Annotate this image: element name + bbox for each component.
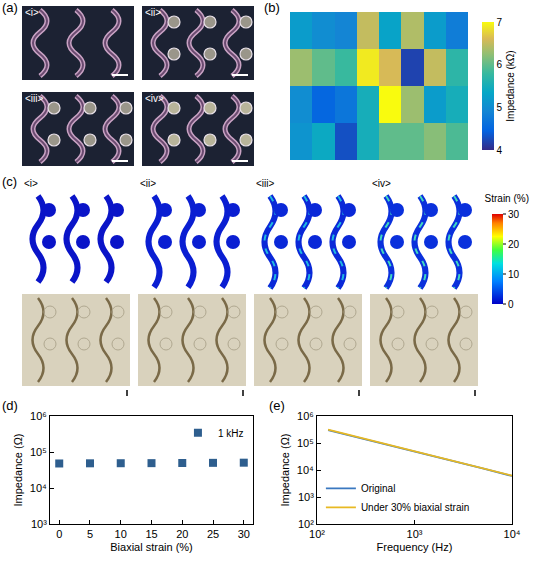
html-text:(b): (b) bbox=[264, 0, 280, 15]
svg-text:10²: 10² bbox=[298, 518, 314, 530]
svg-text:5: 5 bbox=[87, 528, 93, 540]
svg-text:10³: 10³ bbox=[31, 518, 47, 530]
svg-text:10³: 10³ bbox=[298, 491, 314, 503]
svg-text:1 kHz: 1 kHz bbox=[218, 428, 244, 439]
svg-text:30: 30 bbox=[238, 528, 250, 540]
svg-text:Under 30% biaxial strain: Under 30% biaxial strain bbox=[361, 502, 469, 513]
svg-text:Strain (%): Strain (%) bbox=[485, 193, 529, 204]
svg-text:Impedance (kΩ): Impedance (kΩ) bbox=[505, 50, 516, 121]
svg-text:10³: 10³ bbox=[407, 528, 423, 540]
html-text:(c): (c) bbox=[2, 174, 18, 189]
svg-text:20: 20 bbox=[508, 239, 520, 250]
html-text:<i>: <i> bbox=[24, 178, 38, 189]
svg-text:Biaxial strain (%): Biaxial strain (%) bbox=[110, 541, 193, 553]
svg-text:10⁵: 10⁵ bbox=[297, 437, 314, 449]
svg-text:10⁶: 10⁶ bbox=[297, 410, 314, 422]
html-text:<ii>: <ii> bbox=[145, 7, 162, 18]
html-text:<iv>: <iv> bbox=[145, 93, 164, 104]
svg-text:Impedance (Ω): Impedance (Ω) bbox=[279, 433, 291, 506]
svg-text:30: 30 bbox=[508, 209, 520, 220]
html-text:(a): (a) bbox=[2, 0, 18, 15]
svg-text:10⁵: 10⁵ bbox=[30, 446, 47, 458]
html-text:<i>: <i> bbox=[25, 7, 39, 18]
html-text:<ii>: <ii> bbox=[140, 178, 157, 189]
svg-text:4: 4 bbox=[497, 145, 503, 156]
html-text:(e): (e) bbox=[269, 398, 285, 413]
svg-text:Original: Original bbox=[361, 483, 395, 494]
html-text:<iv>: <iv> bbox=[372, 178, 391, 189]
svg-text:10: 10 bbox=[508, 269, 520, 280]
svg-text:10⁴: 10⁴ bbox=[30, 482, 47, 494]
svg-text:Impedance (Ω): Impedance (Ω) bbox=[12, 433, 24, 506]
svg-text:0: 0 bbox=[508, 299, 514, 310]
svg-text:25: 25 bbox=[207, 528, 219, 540]
svg-text:0: 0 bbox=[56, 528, 62, 540]
html-text:(d): (d) bbox=[2, 398, 18, 413]
svg-text:10⁴: 10⁴ bbox=[504, 528, 521, 540]
svg-text:Frequency (Hz): Frequency (Hz) bbox=[377, 541, 453, 553]
svg-text:5: 5 bbox=[497, 102, 503, 113]
html-text:<iii>: <iii> bbox=[25, 93, 44, 104]
svg-text:7: 7 bbox=[497, 17, 503, 28]
html-text:<iii>: <iii> bbox=[256, 178, 275, 189]
svg-text:20: 20 bbox=[176, 528, 188, 540]
svg-text:10: 10 bbox=[115, 528, 127, 540]
svg-text:10⁶: 10⁶ bbox=[30, 410, 47, 422]
svg-text:15: 15 bbox=[145, 528, 157, 540]
svg-text:10²: 10² bbox=[309, 528, 325, 540]
svg-text:10⁴: 10⁴ bbox=[297, 464, 314, 476]
svg-text:6: 6 bbox=[497, 59, 503, 70]
